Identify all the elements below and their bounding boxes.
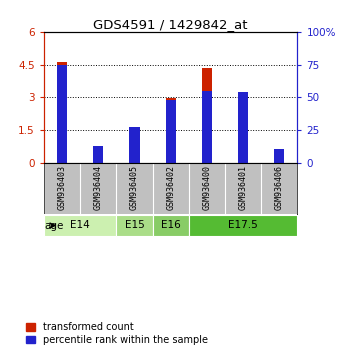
Text: GSM936401: GSM936401 <box>239 165 248 210</box>
Bar <box>116 216 152 236</box>
Text: E14: E14 <box>70 220 90 230</box>
Bar <box>202 68 212 162</box>
Bar <box>152 216 189 236</box>
Bar <box>44 216 116 236</box>
Bar <box>274 149 284 162</box>
Bar <box>189 216 297 236</box>
Text: GSM936406: GSM936406 <box>275 165 284 210</box>
Text: age: age <box>45 221 64 230</box>
Bar <box>238 93 248 162</box>
Bar <box>238 92 248 162</box>
Title: GDS4591 / 1429842_at: GDS4591 / 1429842_at <box>93 18 248 31</box>
Legend: transformed count, percentile rank within the sample: transformed count, percentile rank withi… <box>25 321 209 346</box>
Bar <box>202 91 212 162</box>
Text: GSM936400: GSM936400 <box>202 165 211 210</box>
Bar <box>57 62 67 162</box>
Text: E17.5: E17.5 <box>228 220 258 230</box>
Bar <box>93 156 103 162</box>
Text: E16: E16 <box>161 220 180 230</box>
Bar <box>129 127 140 162</box>
Bar <box>93 145 103 162</box>
Text: GSM936403: GSM936403 <box>57 165 67 210</box>
Text: GSM936402: GSM936402 <box>166 165 175 210</box>
Bar <box>166 100 176 162</box>
Bar <box>274 159 284 162</box>
Text: GSM936405: GSM936405 <box>130 165 139 210</box>
Bar <box>57 64 67 162</box>
Text: E15: E15 <box>125 220 144 230</box>
Text: GSM936404: GSM936404 <box>94 165 103 210</box>
Bar <box>129 127 140 162</box>
Bar <box>166 98 176 162</box>
